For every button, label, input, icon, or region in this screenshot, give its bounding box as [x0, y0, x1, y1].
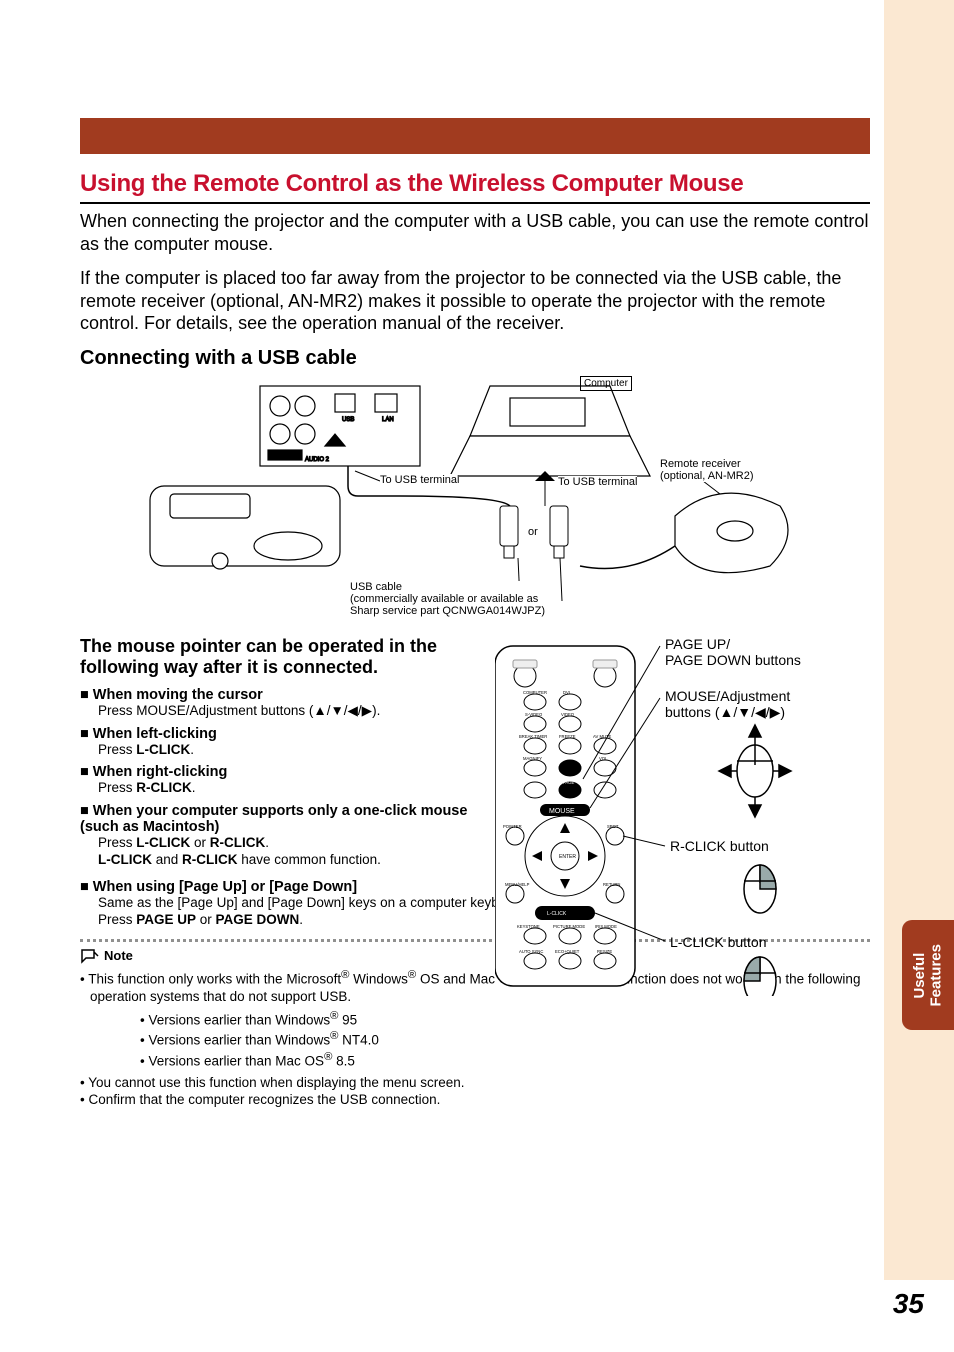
- svg-text:ENTER: ENTER: [559, 854, 576, 860]
- note-sub-2: • Versions earlier than Windows® NT4.0: [150, 1029, 870, 1049]
- operations-column: The mouse pointer can be operated in the…: [80, 636, 485, 876]
- side-tab-useful-features: Useful Features: [902, 920, 954, 1030]
- note-item-2: • You cannot use this function when disp…: [90, 1074, 870, 1092]
- svg-text:MAGNIFY: MAGNIFY: [523, 756, 542, 761]
- svg-text:DVI: DVI: [563, 690, 570, 695]
- svg-text:MENU/HELP: MENU/HELP: [505, 882, 530, 887]
- connection-diagram: USB LAN S-VIDEO AUDIO 2: [80, 376, 870, 636]
- svg-text:COMPUTER: COMPUTER: [523, 690, 547, 695]
- usb-cable-label: USB cable (commercially available or ava…: [350, 581, 545, 617]
- svg-text:S-VIDEO: S-VIDEO: [525, 712, 543, 717]
- svg-text:VOL: VOL: [599, 756, 608, 761]
- page-number: 35: [893, 1288, 924, 1320]
- svg-text:FREEZE: FREEZE: [559, 734, 576, 739]
- to-usb-label-2: To USB terminal: [558, 476, 637, 488]
- computer-label: Computer: [580, 376, 632, 391]
- op-move-cursor: ■ When moving the cursor Press MOUSE/Adj…: [80, 687, 485, 720]
- op-right-click: ■ When right-clicking Press R-CLICK.: [80, 764, 485, 797]
- svg-text:BREAK TIMER: BREAK TIMER: [519, 734, 547, 739]
- page-title: Using the Remote Control as the Wireless…: [80, 170, 870, 204]
- svg-text:POINTER: POINTER: [503, 824, 522, 829]
- svg-text:ECO+QUIET: ECO+QUIET: [555, 949, 580, 954]
- svg-text:LAN: LAN: [382, 417, 394, 423]
- op-one-click: ■ When your computer supports only a one…: [80, 803, 485, 869]
- intro-paragraph-1: When connecting the projector and the co…: [80, 210, 870, 255]
- svg-text:RESIZE: RESIZE: [597, 949, 612, 954]
- to-usb-label-1: To USB terminal: [380, 474, 459, 486]
- svg-text:SPOT: SPOT: [607, 824, 619, 829]
- note-sub-3: • Versions earlier than Mac OS® 8.5: [150, 1050, 870, 1070]
- svg-text:L-CLICK: L-CLICK: [547, 911, 567, 917]
- svg-text:PICTURE MODE: PICTURE MODE: [553, 924, 585, 929]
- page-content: Using the Remote Control as the Wireless…: [80, 170, 870, 1109]
- note-item-3: • Confirm that the computer recognizes t…: [90, 1091, 870, 1109]
- note-sub-1: • Versions earlier than Windows® 95: [150, 1009, 870, 1029]
- svg-text:MOUSE: MOUSE: [549, 808, 575, 815]
- svg-text:PAGE: PAGE: [563, 780, 575, 785]
- remote-illustration: PAGE UP/ PAGE DOWN buttons MOUSE/Adjustm…: [495, 636, 870, 876]
- intro-paragraph-2: If the computer is placed too far away f…: [80, 267, 870, 335]
- svg-text:RETURN: RETURN: [603, 882, 620, 887]
- svg-text:AUTO SYNC: AUTO SYNC: [519, 949, 543, 954]
- connecting-heading: Connecting with a USB cable: [80, 347, 870, 370]
- header-red-bar: [80, 118, 870, 154]
- svg-text:AUDIO 2: AUDIO 2: [305, 457, 330, 463]
- remote-receiver-label: Remote receiver (optional, AN-MR2): [660, 458, 754, 482]
- op-left-click: ■ When left-clicking Press L-CLICK.: [80, 726, 485, 759]
- svg-text:AV MUTE: AV MUTE: [593, 734, 612, 739]
- svg-text:USB: USB: [342, 417, 354, 423]
- svg-text:IRIS MODE: IRIS MODE: [595, 924, 617, 929]
- or-label: or: [528, 526, 538, 538]
- svg-text:VIDEO: VIDEO: [561, 712, 575, 717]
- svg-text:KEYSTONE: KEYSTONE: [517, 924, 540, 929]
- operate-heading: The mouse pointer can be operated in the…: [80, 636, 485, 679]
- page-tint-bg: [884, 0, 954, 1280]
- svg-text:S-VIDEO: S-VIDEO: [270, 454, 291, 460]
